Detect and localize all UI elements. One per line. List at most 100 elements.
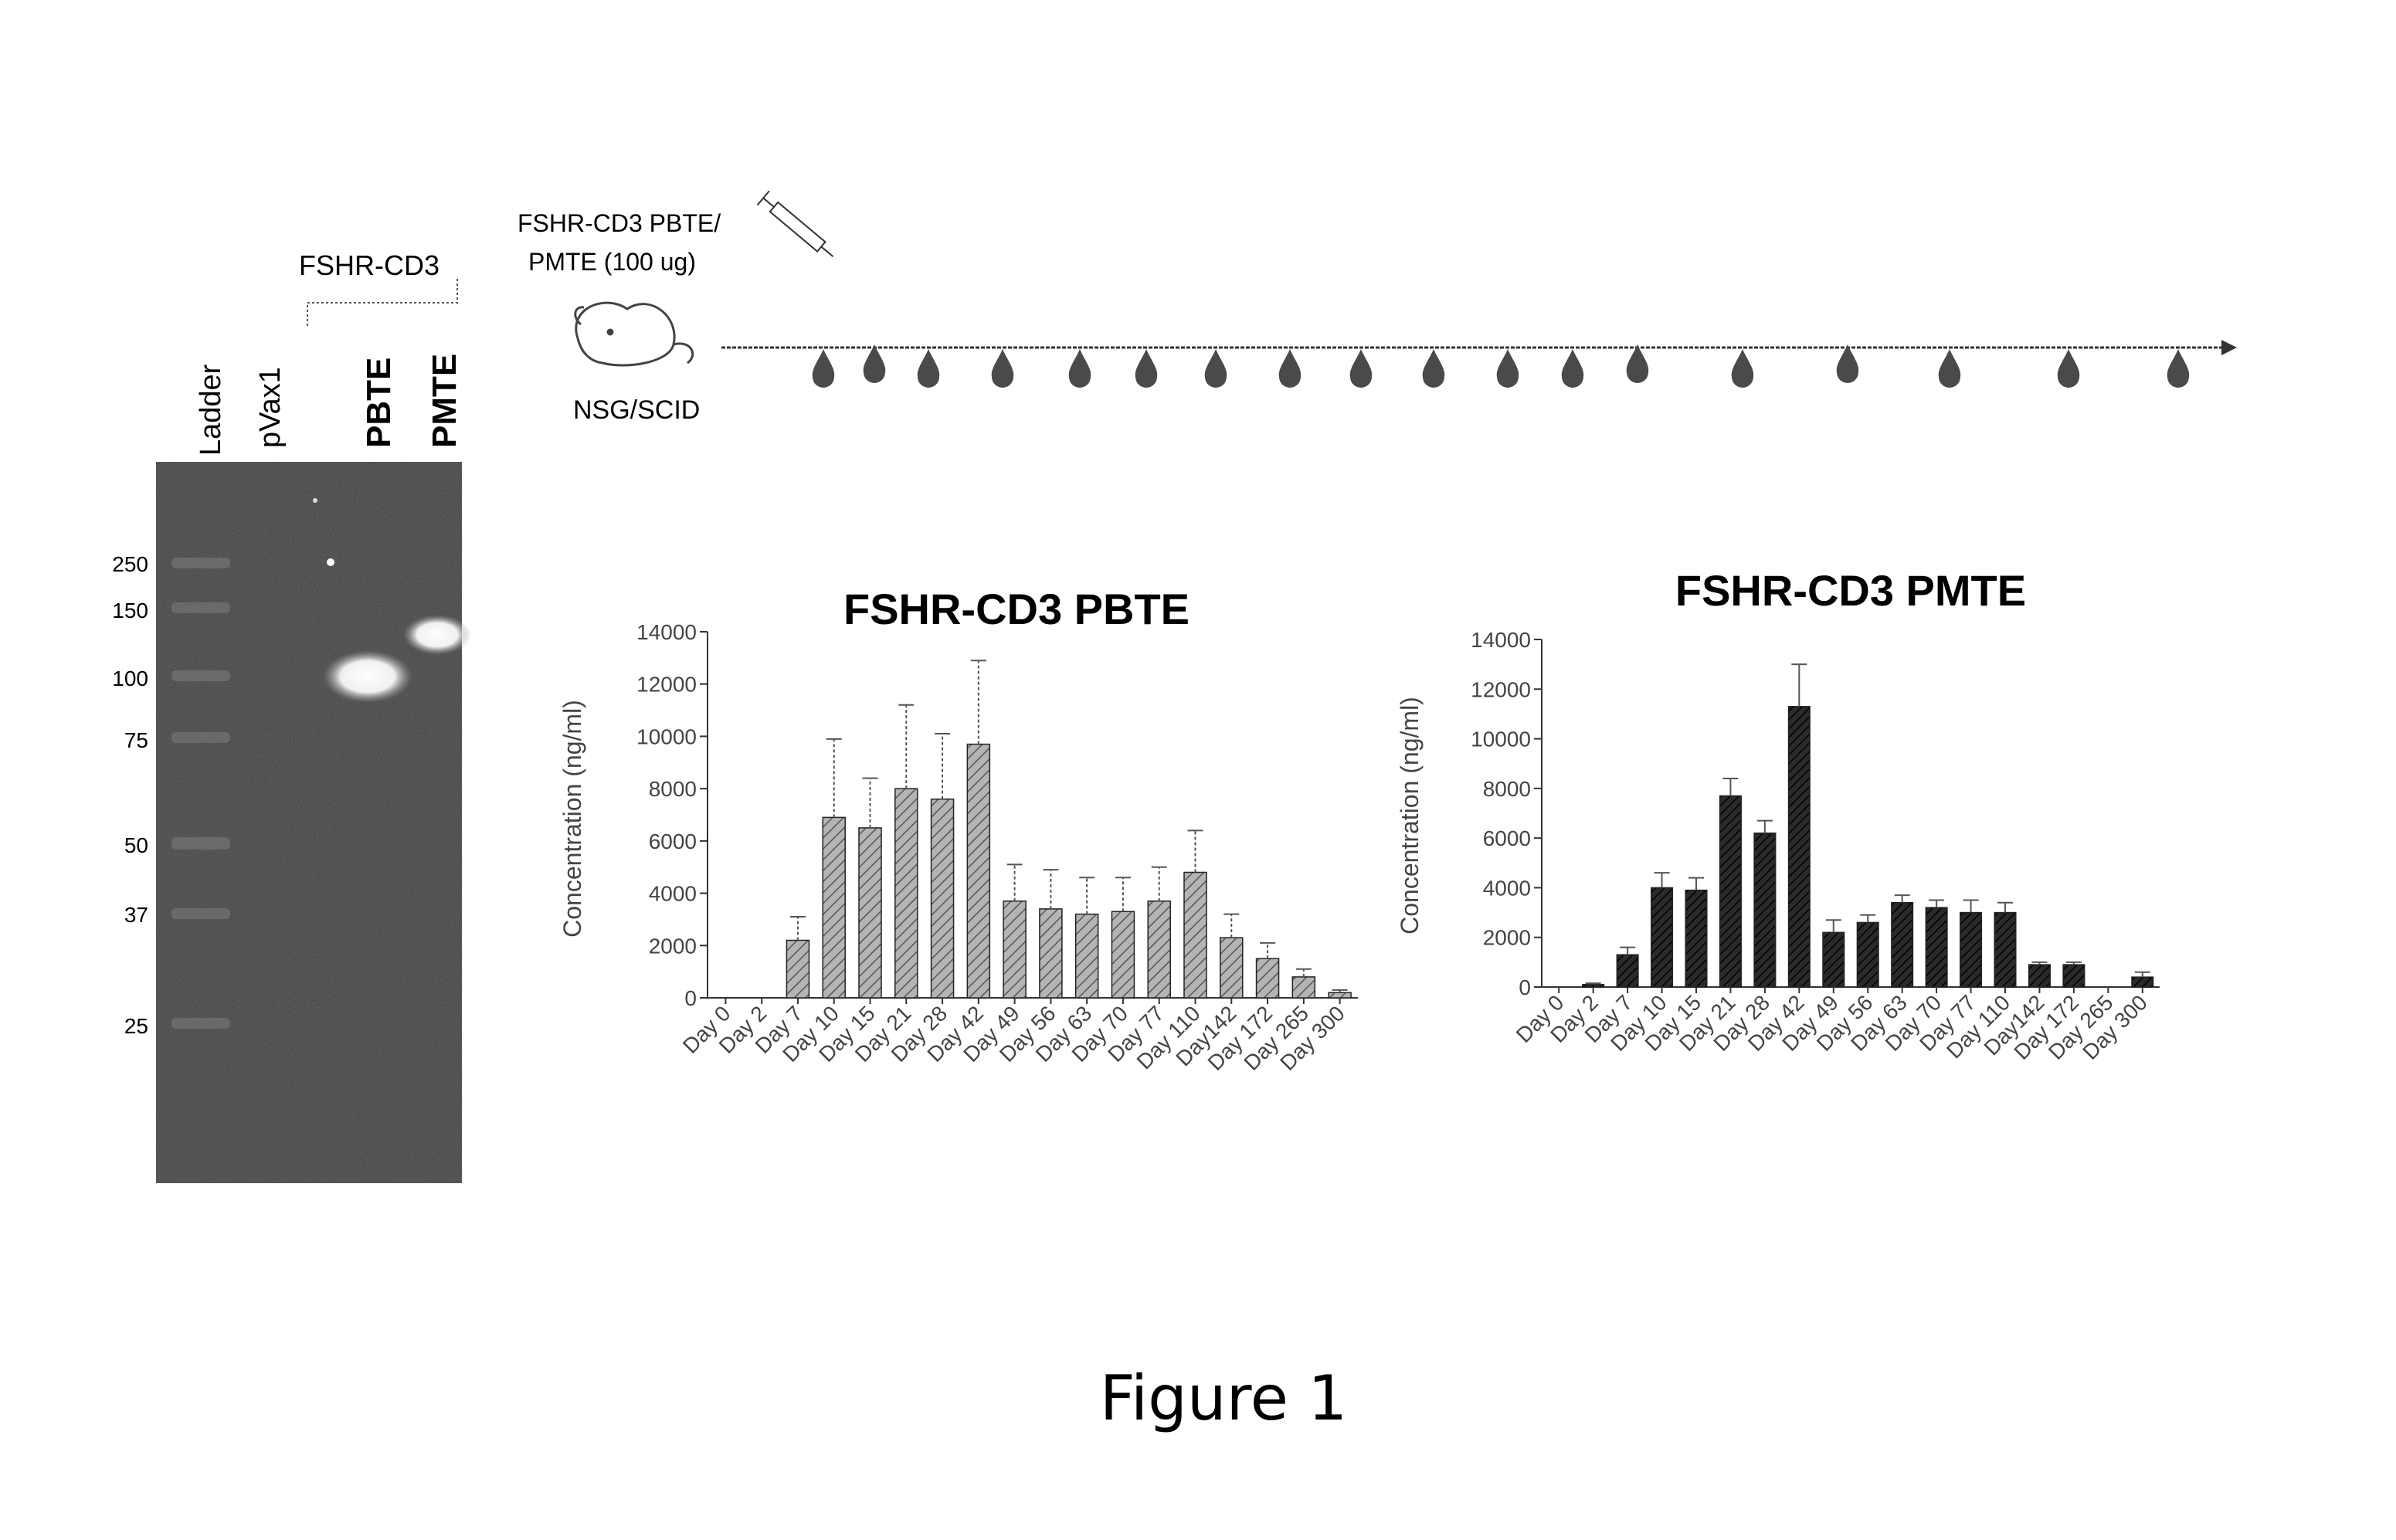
y-axis-label: Concentration (ng/ml) [558,700,586,938]
lane-label-pvax1: pVax1 [254,367,287,448]
bar [2062,964,2085,988]
bar [1003,900,1027,999]
pbte-band [323,650,412,703]
y-tick-label: 0 [1519,975,1531,999]
y-tick-label: 12000 [636,673,697,697]
blood-drop-icon [1496,349,1519,388]
chart-pmte: FSHR-CD3 PMTE Concentration (ng/ml) 0 200… [1396,566,2160,1064]
gel-panel: FSHR-CD3 Ladder pVax1 PBTE PMTE 250 150 … [112,249,471,1183]
syringe-icon [756,190,834,258]
blood-drop-icon [1561,349,1584,388]
bar [1147,900,1171,999]
mouse-icon [574,301,694,367]
blood-drop-icon [1349,349,1373,388]
gel-marker-labels: 250 150 100 75 50 37 25 [112,552,148,1038]
bar [1753,832,1777,988]
y-tick-label: 8000 [1483,777,1531,801]
bar [1291,976,1316,999]
y-tick-label: 6000 [649,829,697,853]
bar [1220,937,1244,999]
bar [1111,911,1135,999]
y-tick-label: 2000 [1483,926,1531,950]
marker-label: 50 [124,833,148,857]
blood-drop-icon [1204,349,1227,388]
lane-label-pbte: PBTE [360,358,398,448]
gel-group-label: FSHR-CD3 [299,249,439,281]
bar [966,743,991,999]
bar [1891,901,1914,988]
blood-drop-icon [1626,344,1649,383]
timeline: FSHR-CD3 PBTE/ PMTE (100 ug) NSG/SCID [518,190,2237,425]
bar [930,798,955,999]
bar [1856,921,1879,988]
bar [1685,889,1708,988]
gel-grain [156,462,462,1183]
y-tick-label: 6000 [1483,826,1531,850]
bar [1582,984,1605,988]
bar [1039,908,1063,999]
bar [786,939,810,999]
marker-label: 100 [112,667,148,690]
chart-title: FSHR-CD3 PMTE [1675,566,2026,615]
marker-label: 75 [124,728,148,752]
y-tick-label: 10000 [636,724,697,748]
marker-label: 250 [112,552,148,576]
blood-drop-icon [2057,349,2080,388]
figure-caption: Figure 1 [1100,1362,1348,1434]
blood-drop-icon [1836,344,1859,383]
bar [1328,992,1352,999]
bar [858,827,882,999]
gel-group-bracket [307,278,458,326]
bar [1787,706,1811,988]
y-tick-label: 14000 [636,620,697,644]
bar [2028,964,2051,988]
bar [1074,913,1099,999]
bar [1255,958,1280,999]
lane-label-pmte: PMTE [426,354,463,448]
marker-label: 37 [124,903,148,927]
bar [1183,871,1207,999]
bar [1651,887,1674,988]
y-tick-label: 12000 [1471,677,1531,701]
bar [1960,911,1983,988]
blood-drop-icon [1938,349,1961,388]
y-tick-label: 0 [684,986,697,1010]
blood-drop-icon [2167,349,2190,388]
injection-label-line1: FSHR-CD3 PBTE/ [518,209,721,237]
marker-label: 150 [112,599,148,622]
bar [1719,795,1742,988]
y-tick-label: 4000 [1483,876,1531,900]
y-tick-label: 8000 [649,777,697,801]
model-label: NSG/SCID [573,395,700,425]
pmte-band [403,615,471,655]
bar [822,816,846,999]
blood-drop-icon [991,349,1014,388]
timeline-arrowhead [2221,340,2237,355]
gel-speck [313,498,317,503]
blood-drop-icon [1731,349,1754,388]
gel-speck [327,558,334,566]
blood-drop-icon [1068,349,1091,388]
marker-label: 25 [124,1014,148,1038]
y-axis-label: Concentration (ng/ml) [1396,697,1424,935]
chart-title: FSHR-CD3 PBTE [843,585,1190,633]
bar [894,788,918,999]
injection-label-line2: PMTE (100 ug) [528,248,696,276]
bar [2131,976,2154,988]
bar [1925,907,1948,988]
lane-label-ladder: Ladder [195,364,227,456]
y-tick-label: 14000 [1471,628,1531,652]
blood-drop-icon [1278,349,1302,388]
y-tick-label: 10000 [1471,728,1531,751]
blood-drop-icon [812,349,835,388]
blood-drop-icon [1135,349,1158,388]
blood-drop-icon [917,349,940,388]
blood-drop-icon [1422,349,1445,388]
blood-draw-drops [812,344,2190,388]
bar [1822,931,1845,988]
bar [1994,911,2017,988]
chart-pbte: FSHR-CD3 PBTE Concentration (ng/ml) 0 200… [558,585,1358,1075]
blood-drop-icon [863,344,886,383]
ladder-bands [171,558,230,1029]
